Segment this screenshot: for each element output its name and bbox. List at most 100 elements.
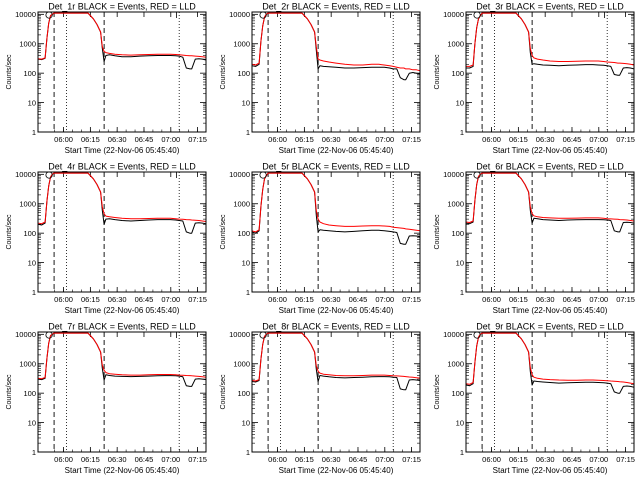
x-tick-label: 06:45 bbox=[349, 135, 368, 144]
chart-panel: Det_3r BLACK = Events, RED = LLD Counts/s… bbox=[434, 2, 635, 156]
top-bracket-marker bbox=[390, 332, 395, 338]
x-tick-label: 06:00 bbox=[482, 295, 501, 304]
lld-series-line bbox=[466, 172, 634, 223]
plot-frame bbox=[251, 331, 421, 453]
y-tick-label: 1000 bbox=[19, 360, 36, 369]
events-series-line bbox=[466, 172, 634, 233]
chart-panel: Det_8r BLACK = Events, RED = LLD Counts/s… bbox=[220, 322, 421, 476]
y-tick-label: 10000 bbox=[229, 10, 250, 19]
y-tick-label: 10000 bbox=[443, 170, 464, 179]
chart-title: Det_7r BLACK = Events, RED = LLD bbox=[48, 322, 196, 332]
y-tick-label: 10000 bbox=[443, 330, 464, 339]
top-bracket-marker bbox=[604, 332, 609, 338]
chart-title: Det_1r BLACK = Events, RED = LLD bbox=[48, 2, 196, 12]
x-tick-label: 06:15 bbox=[509, 135, 528, 144]
chart-panel: Det_9r BLACK = Events, RED = LLD Counts/s… bbox=[434, 322, 635, 476]
y-tick-label: 1 bbox=[246, 448, 250, 457]
x-tick-label: 07:15 bbox=[188, 295, 207, 304]
x-tick-label: 06:15 bbox=[81, 135, 100, 144]
x-tick-label: 06:45 bbox=[563, 455, 582, 464]
x-tick-label: 06:45 bbox=[563, 295, 582, 304]
events-series-line bbox=[466, 332, 634, 394]
x-tick-label: 07:15 bbox=[188, 455, 207, 464]
x-tick-label: 06:00 bbox=[268, 295, 287, 304]
top-bracket-marker bbox=[604, 172, 609, 178]
x-tick-label: 06:30 bbox=[536, 455, 555, 464]
top-circle-marker bbox=[259, 332, 267, 339]
x-axis-title: Start Time (22-Nov-06 05:45:40) bbox=[493, 466, 608, 475]
x-tick-label: 06:30 bbox=[322, 295, 341, 304]
chart-panel: Det_6r BLACK = Events, RED = LLD Counts/s… bbox=[434, 162, 635, 316]
x-axis-title: Start Time (22-Nov-06 05:45:40) bbox=[493, 146, 608, 155]
plot-area bbox=[466, 12, 634, 132]
y-tick-label: 100 bbox=[451, 229, 464, 238]
events-series-line bbox=[252, 12, 420, 81]
plot-frame bbox=[251, 171, 421, 293]
top-circle-marker bbox=[45, 172, 53, 179]
y-tick-label: 1 bbox=[460, 448, 464, 457]
top-bracket-marker bbox=[390, 12, 395, 18]
y-tick-label: 100 bbox=[23, 389, 36, 398]
x-axis-title: Start Time (22-Nov-06 05:45:40) bbox=[279, 466, 394, 475]
top-circle-marker bbox=[473, 12, 481, 19]
y-tick-label: 10000 bbox=[443, 10, 464, 19]
y-tick-label: 10000 bbox=[15, 170, 36, 179]
y-axis-title: Counts/sec bbox=[434, 374, 441, 410]
y-tick-label: 1 bbox=[32, 448, 36, 457]
x-tick-label: 06:30 bbox=[108, 295, 127, 304]
plot-frame bbox=[465, 11, 635, 133]
lld-series-line bbox=[252, 332, 420, 382]
x-tick-label: 06:30 bbox=[536, 295, 555, 304]
lld-series-line bbox=[466, 12, 634, 67]
x-tick-label: 06:45 bbox=[135, 455, 154, 464]
y-tick-label: 10 bbox=[28, 98, 36, 107]
plot-frame bbox=[465, 171, 635, 293]
chart-panel: Det_7r BLACK = Events, RED = LLD Counts/s… bbox=[6, 322, 207, 476]
y-tick-label: 10 bbox=[242, 418, 250, 427]
chart-title: Det_4r BLACK = Events, RED = LLD bbox=[48, 162, 196, 172]
top-circle-marker bbox=[45, 12, 53, 19]
x-tick-label: 06:15 bbox=[295, 135, 314, 144]
events-series-line bbox=[38, 12, 206, 70]
x-tick-label: 06:45 bbox=[135, 135, 154, 144]
y-tick-label: 1 bbox=[460, 128, 464, 137]
y-axis-title: Counts/sec bbox=[220, 374, 227, 410]
chart-title: Det_6r BLACK = Events, RED = LLD bbox=[476, 162, 624, 172]
plot-frame bbox=[37, 171, 207, 293]
plot-area bbox=[252, 12, 420, 132]
plot-area bbox=[38, 332, 206, 452]
plot-frame bbox=[37, 331, 207, 453]
chart-panel: Det_4r BLACK = Events, RED = LLD Counts/s… bbox=[6, 162, 207, 316]
y-tick-label: 10 bbox=[28, 418, 36, 427]
x-axis-title: Start Time (22-Nov-06 05:45:40) bbox=[65, 306, 180, 315]
x-axis-title: Start Time (22-Nov-06 05:45:40) bbox=[65, 146, 180, 155]
lld-series-line bbox=[38, 172, 206, 225]
y-tick-label: 100 bbox=[451, 389, 464, 398]
x-tick-label: 06:00 bbox=[268, 455, 287, 464]
x-tick-label: 07:15 bbox=[402, 135, 421, 144]
x-tick-label: 07:00 bbox=[161, 135, 180, 144]
x-tick-label: 07:00 bbox=[161, 455, 180, 464]
y-tick-label: 1000 bbox=[447, 200, 464, 209]
x-tick-label: 06:30 bbox=[108, 455, 127, 464]
y-axis-title: Counts/sec bbox=[434, 54, 441, 90]
x-tick-label: 07:15 bbox=[402, 455, 421, 464]
top-bracket-marker bbox=[176, 332, 181, 338]
top-circle-marker bbox=[259, 172, 267, 179]
x-tick-label: 06:15 bbox=[81, 295, 100, 304]
y-tick-label: 1 bbox=[32, 128, 36, 137]
top-bracket-marker bbox=[604, 12, 609, 18]
top-bracket-marker bbox=[176, 12, 181, 18]
y-tick-label: 10 bbox=[242, 258, 250, 267]
x-tick-label: 06:45 bbox=[349, 295, 368, 304]
top-circle-marker bbox=[473, 332, 481, 339]
y-tick-label: 10 bbox=[456, 258, 464, 267]
y-axis-title: Counts/sec bbox=[6, 374, 13, 410]
top-bracket-marker bbox=[390, 172, 395, 178]
x-tick-label: 06:00 bbox=[268, 135, 287, 144]
events-series-line bbox=[466, 12, 634, 76]
x-tick-label: 07:00 bbox=[375, 295, 394, 304]
x-tick-label: 07:15 bbox=[616, 295, 635, 304]
